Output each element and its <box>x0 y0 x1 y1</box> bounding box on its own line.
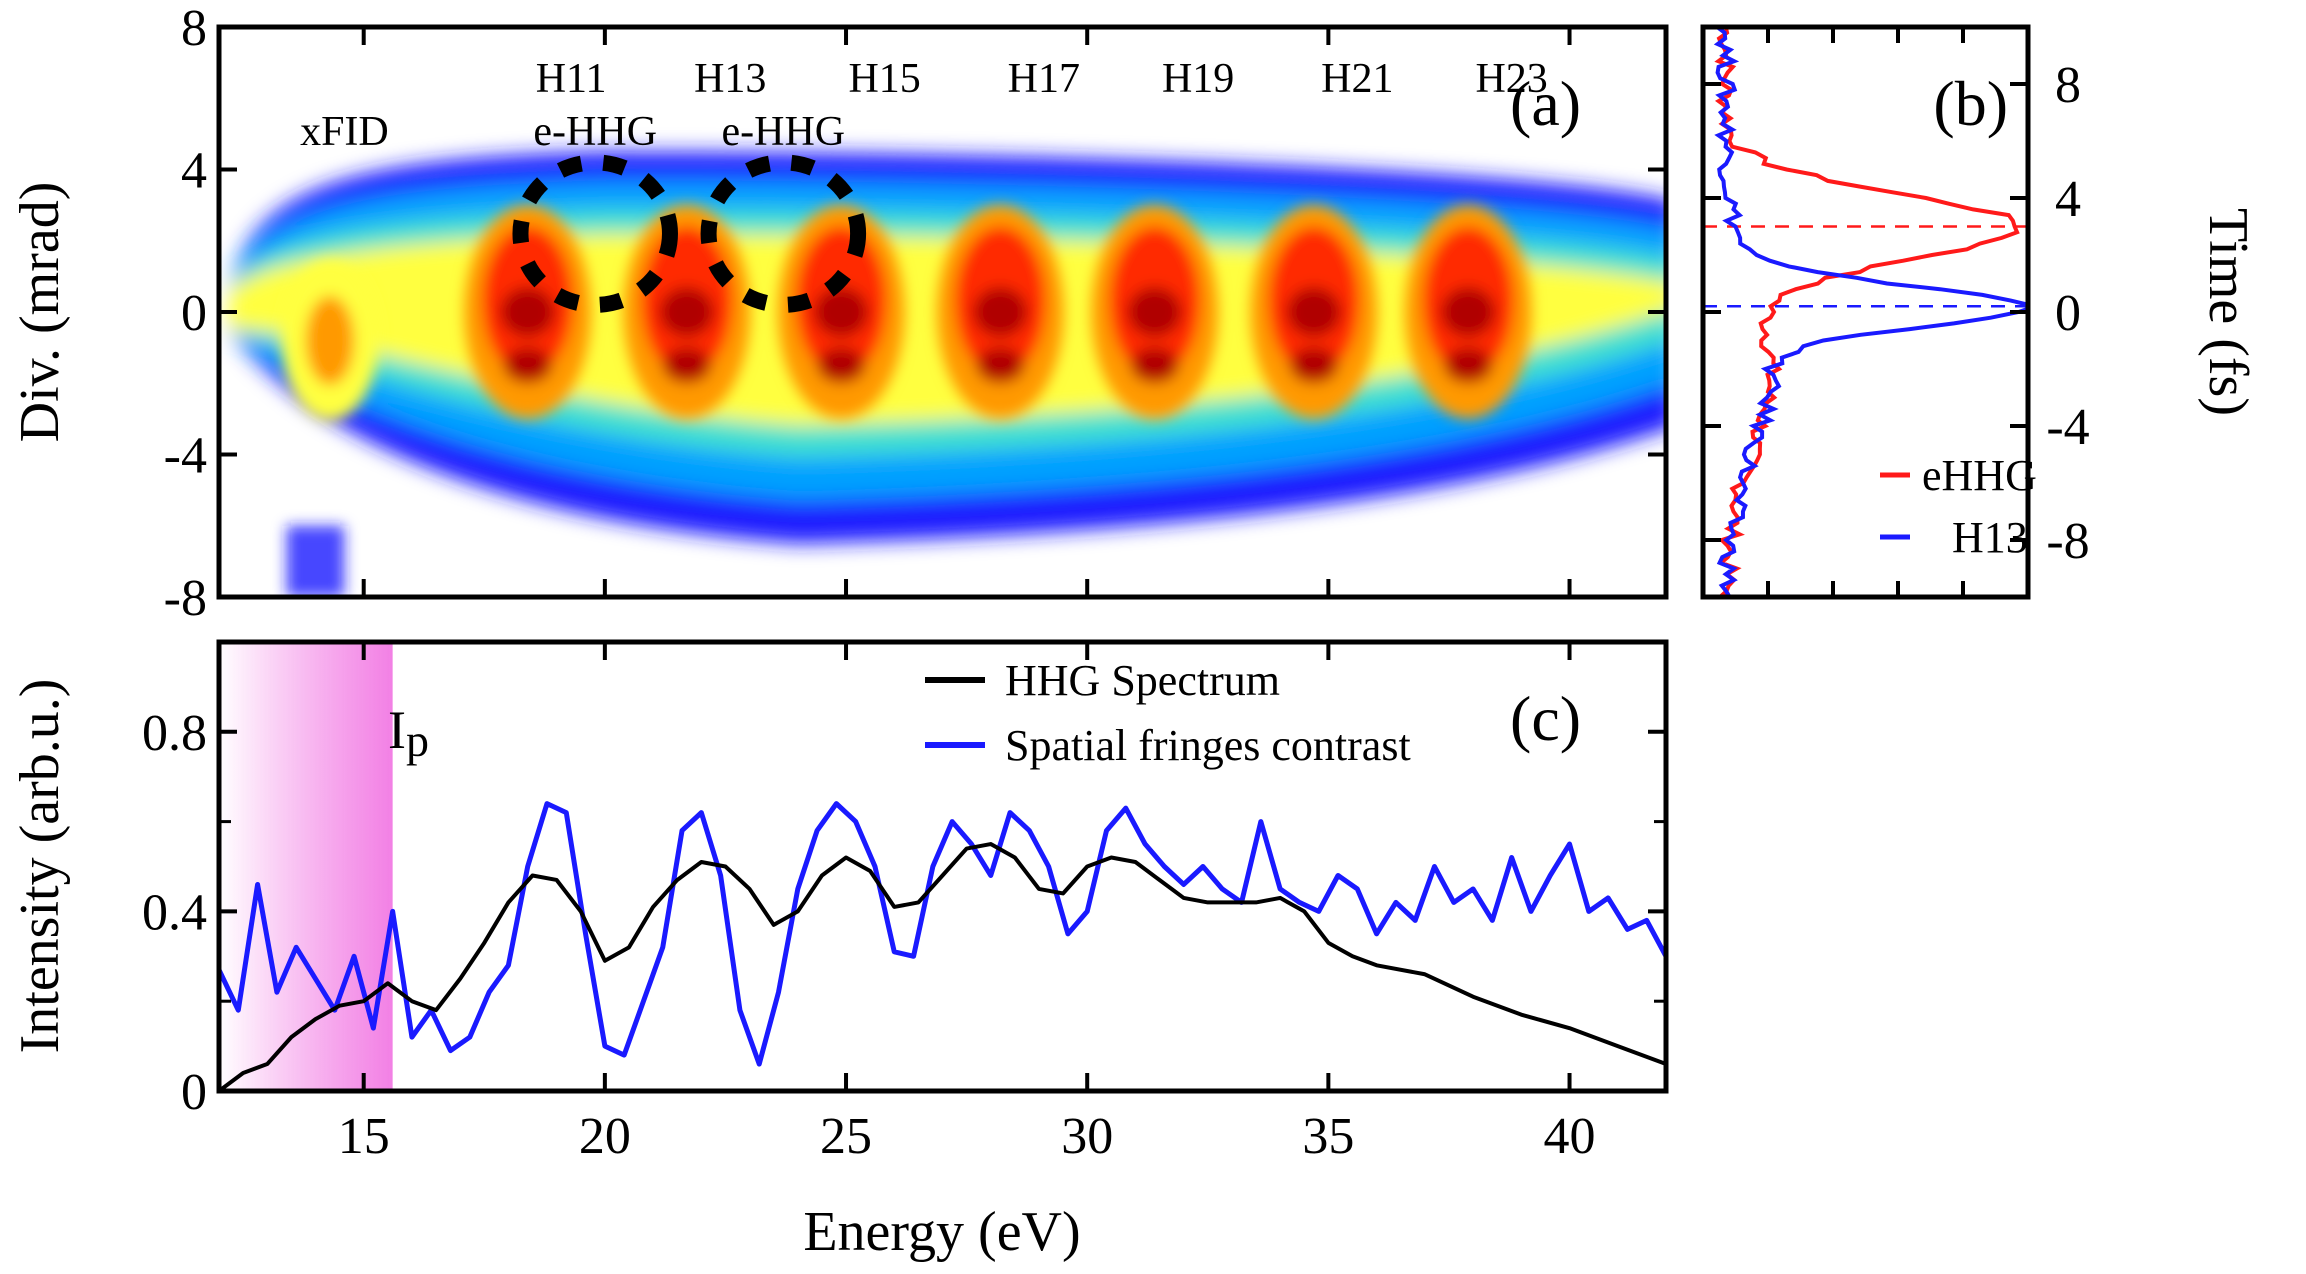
harmonic-label: H19 <box>1162 56 1234 102</box>
panel-c-ticks: 15 20 25 30 35 40 0 0.4 0.8 <box>142 642 1666 1165</box>
legend-label: H13 <box>1952 513 2028 562</box>
legend-label: HHG Spectrum <box>1005 656 1280 705</box>
panel-a-y-tick-label: 4 <box>181 143 207 200</box>
harmonic-label: H13 <box>694 56 766 102</box>
xfid-streak <box>286 525 345 597</box>
ionization-potential-region <box>219 642 393 1091</box>
panel-c-y-tick-label: 0.8 <box>142 705 207 762</box>
panel-a-ticks: 8 4 0 -4 -8 <box>164 0 1666 627</box>
legend-label: Spatial fringes contrast <box>1005 721 1411 770</box>
harmonic-blob-h15 <box>777 205 905 419</box>
legend-label: eHHG <box>1922 451 2037 500</box>
panel-c-x-tick-label: 20 <box>579 1108 631 1165</box>
panel-c-frame <box>216 639 1669 1094</box>
annotation-label: e-HHG <box>722 109 846 155</box>
e-hhg-ring <box>512 154 678 313</box>
harmonic-blob-h17 <box>937 205 1064 419</box>
panel-c-spectrum: 15 20 25 30 35 40 0 0.4 0.8 (c) Ip HHG Spectrum S… <box>9 639 1669 1263</box>
harmonic-label: H23 <box>1475 56 1547 102</box>
panel-b-time-profiles: 8 4 0 -4 -8 (b) Time (fs) eHHG H13 <box>1700 24 2259 600</box>
panel-c-y-tick-label: 0.4 <box>142 884 207 941</box>
harmonic-label: H15 <box>848 56 920 102</box>
panel-c-y-axis-label: Intensity (arb.u.) <box>9 679 71 1054</box>
harmonic-label: H21 <box>1321 56 1393 102</box>
panel-a-y-tick-label: -8 <box>164 570 207 627</box>
ip-label: Ip <box>388 700 429 766</box>
panel-a-y-axis-label: Div. (mrad) <box>9 182 71 443</box>
harmonic-divergence-heatmap <box>228 151 1666 597</box>
panel-c-label: (c) <box>1510 683 1581 754</box>
panel-c-x-tick-label: 40 <box>1544 1108 1596 1165</box>
panel-a-divergence-map: H11 H13 H15 H17 H19 H21 H23 xFID e-HHG e-HHG 8 4 0 -… <box>9 0 1669 627</box>
panel-a-y-tick-label: -4 <box>164 428 207 485</box>
harmonic-label: H11 <box>536 56 607 102</box>
harmonic-blob-h13 <box>623 205 751 419</box>
panel-b-y-tick-label: 8 <box>2055 57 2081 114</box>
harmonic-blob-h19 <box>1091 205 1219 419</box>
panel-b-y-tick-label: -8 <box>2046 513 2089 570</box>
series-line-spatial-fringes-contrast <box>219 801 1666 1067</box>
harmonic-annotations: H11 H13 H15 H17 H19 H21 H23 xFID e-HHG e-HHG <box>300 56 1548 155</box>
annotation-label: xFID <box>300 109 389 155</box>
panel-c-x-tick-label: 30 <box>1061 1108 1113 1165</box>
panel-b-y-tick-label: 4 <box>2055 171 2081 228</box>
panel-c-x-axis-label: Energy (eV) <box>803 1201 1080 1263</box>
xfid-blob <box>281 260 379 421</box>
panel-c-y-tick-label: 0 <box>181 1064 207 1121</box>
panel-c-x-tick-label: 35 <box>1302 1108 1354 1165</box>
panel-c-x-tick-label: 15 <box>338 1108 390 1165</box>
panel-b-ticks: 8 4 0 -4 -8 <box>1703 27 2090 597</box>
panel-a-label: (a) <box>1510 68 1581 139</box>
harmonic-blob-h21 <box>1250 205 1378 419</box>
panel-b-y-tick-label: 0 <box>2055 285 2081 342</box>
panel-b-label: (b) <box>1933 68 2008 139</box>
e-hhg-ring <box>700 154 867 313</box>
panel-b-y-axis-label: Time (fs) <box>2197 208 2259 416</box>
panel-a-y-tick-label: 8 <box>181 0 207 57</box>
harmonic-label: H17 <box>1008 56 1080 102</box>
annotation-label: e-HHG <box>533 109 657 155</box>
panel-b-y-tick-label: -4 <box>2046 399 2089 456</box>
ip-shaded-band <box>219 642 393 1091</box>
harmonic-blob-h23 <box>1404 205 1532 419</box>
panel-c-legend: HHG Spectrum Spatial fringes contrast <box>925 656 1411 770</box>
panel-c-x-tick-label: 25 <box>820 1108 872 1165</box>
series-line-hhg-spectrum <box>219 842 1666 1091</box>
panel-b-legend: eHHG H13 <box>1880 451 2037 562</box>
harmonic-blob-h11 <box>464 205 591 419</box>
e-hhg-highlight-circles <box>512 154 867 313</box>
panel-a-y-tick-label: 0 <box>181 285 207 342</box>
